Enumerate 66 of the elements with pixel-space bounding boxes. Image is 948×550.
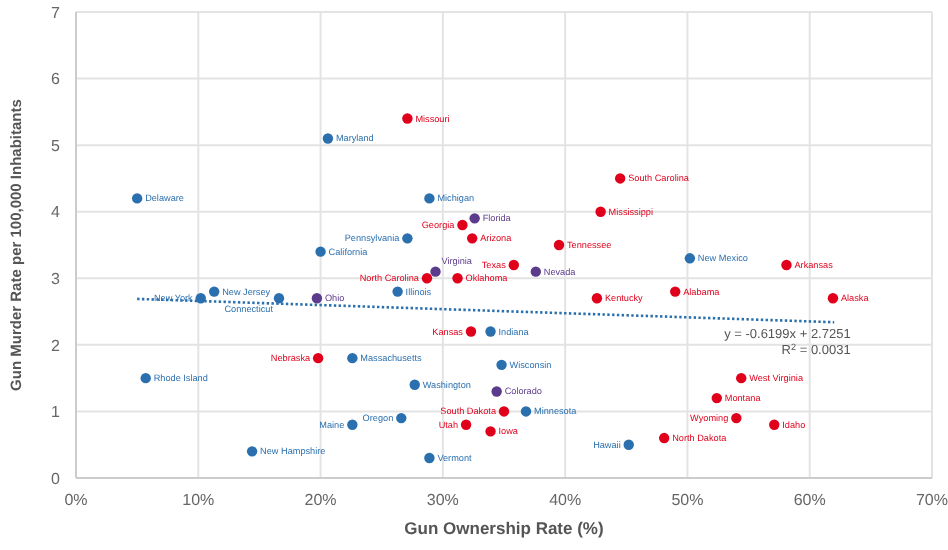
point <box>827 293 839 304</box>
point <box>670 286 681 297</box>
point <box>430 266 441 277</box>
point <box>424 193 435 204</box>
point <box>452 273 463 284</box>
point <box>131 193 143 204</box>
point <box>508 259 519 271</box>
point <box>553 239 565 251</box>
y-tick-label: 7 <box>51 3 62 22</box>
x-axis-title: Gun Ownership Rate (%) <box>404 518 604 538</box>
point <box>623 439 634 450</box>
point <box>312 352 324 364</box>
point <box>402 233 413 244</box>
point <box>460 419 472 430</box>
point <box>315 246 326 257</box>
x-tick-label: 60% <box>793 491 826 510</box>
point <box>392 286 403 297</box>
point <box>465 326 477 337</box>
y-tick-label: 4 <box>51 203 62 222</box>
point <box>485 326 496 337</box>
x-tick-label: 30% <box>426 491 459 510</box>
point <box>457 219 468 231</box>
point <box>347 352 358 364</box>
y-tick-label: 6 <box>51 70 62 89</box>
point <box>736 372 747 384</box>
point <box>530 266 541 277</box>
point <box>711 392 722 404</box>
point <box>520 406 532 417</box>
point <box>731 412 742 424</box>
point <box>485 426 496 437</box>
x-tick-label: 20% <box>304 491 337 510</box>
point <box>595 206 606 217</box>
point <box>491 386 502 397</box>
y-tick-label: 5 <box>51 136 62 155</box>
y-tick-label: 2 <box>51 336 62 355</box>
point <box>140 372 151 384</box>
point <box>246 446 258 457</box>
x-tick-label: 10% <box>182 491 215 510</box>
point <box>496 359 507 371</box>
point <box>396 412 407 424</box>
y-tick-label: 1 <box>51 403 62 422</box>
point <box>195 293 206 304</box>
point <box>347 419 358 430</box>
point <box>409 379 420 390</box>
point <box>322 133 334 144</box>
point <box>208 286 220 297</box>
x-tick-label: 70% <box>915 491 948 510</box>
point <box>421 273 433 284</box>
point <box>424 452 435 464</box>
point <box>469 213 480 224</box>
point <box>467 233 478 244</box>
point <box>781 259 792 271</box>
point <box>658 432 670 444</box>
point <box>769 419 780 430</box>
y-tick-label: 3 <box>51 269 62 288</box>
point <box>684 253 696 264</box>
point <box>614 173 626 184</box>
point <box>311 293 323 304</box>
point <box>498 406 510 417</box>
point <box>591 293 603 304</box>
point <box>273 293 285 304</box>
x-tick-label: 0% <box>64 491 88 510</box>
x-tick-label: 50% <box>671 491 704 510</box>
point <box>402 113 413 124</box>
x-tick-label: 40% <box>549 491 582 510</box>
y-tick-label: 0 <box>51 469 62 488</box>
